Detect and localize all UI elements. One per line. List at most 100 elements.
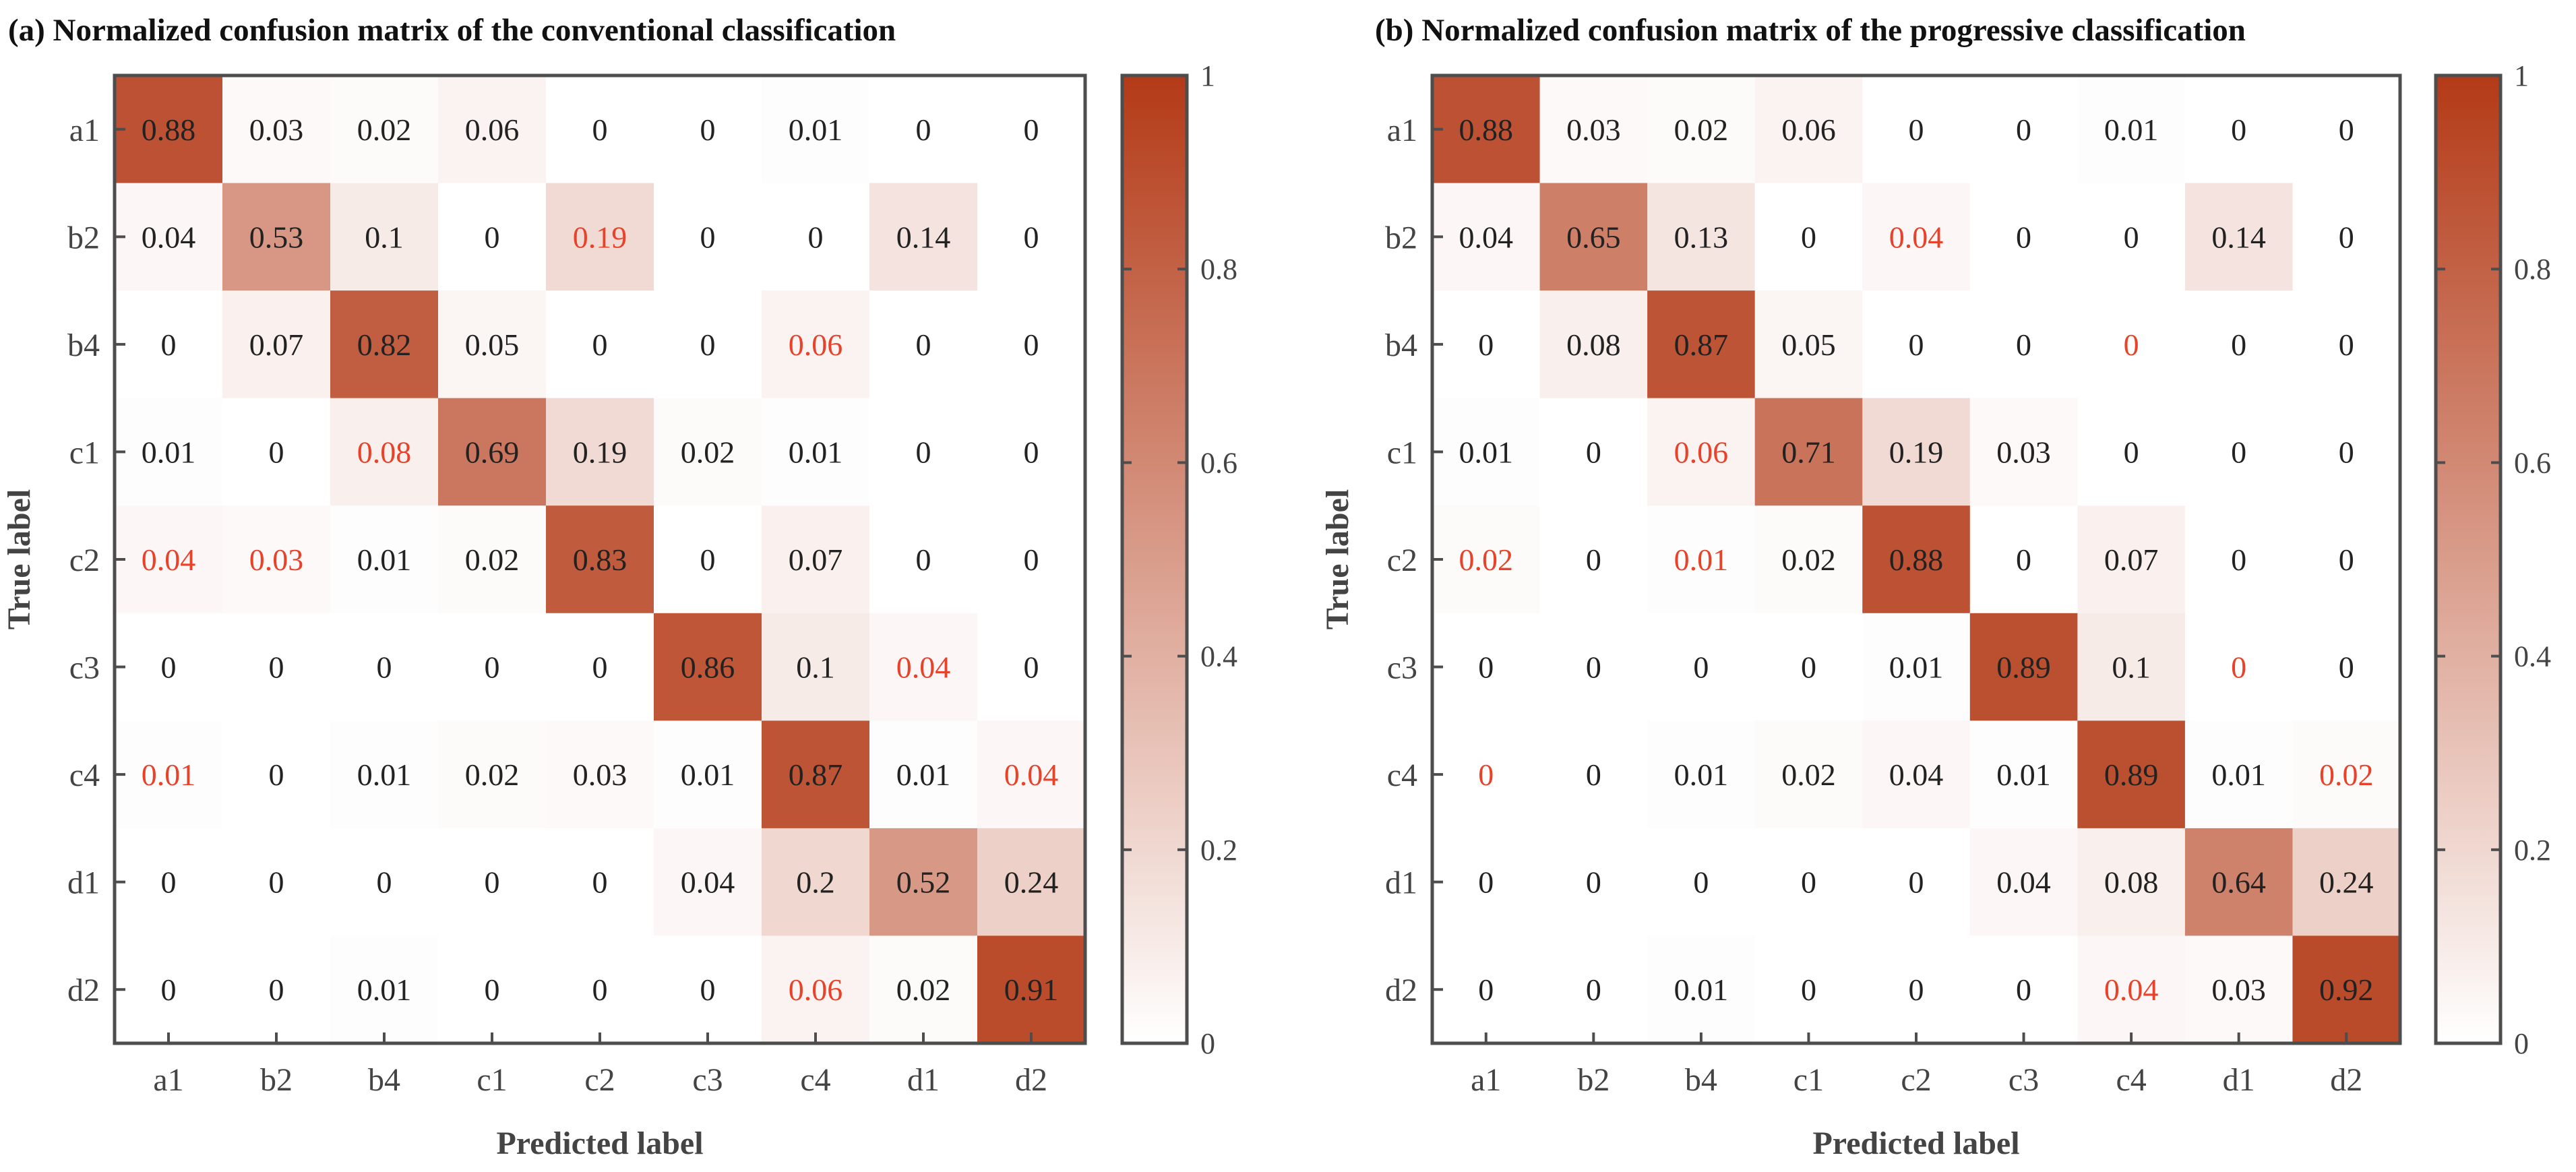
x-tick-label: c1 — [477, 1062, 507, 1098]
heatmap-cell — [1539, 935, 1648, 1044]
cell-value-label: 0 — [1693, 650, 1709, 685]
y-tick-label: c1 — [1387, 435, 1417, 470]
heatmap-cell — [1539, 75, 1648, 184]
cell-value-label: 0.53 — [249, 220, 304, 254]
heatmap-cell — [330, 720, 439, 829]
heatmap-cell — [654, 613, 762, 721]
heatmap-cell — [869, 75, 978, 184]
cell-value-label: 0 — [916, 328, 931, 362]
heatmap-cell — [869, 505, 978, 614]
colorbar: 0 0.2 0.4 0.6 0.8 1 — [2434, 59, 2551, 1060]
cell-value-label: 0.14 — [896, 220, 951, 254]
cell-value-label: 0 — [592, 650, 608, 685]
heatmap-cell — [1647, 613, 1756, 721]
cell-value-label: 0 — [2231, 650, 2246, 685]
cell-value-label: 0.01 — [1674, 758, 1729, 792]
cell-value-label: 0 — [1693, 865, 1709, 900]
cell-value-label: 0.04 — [1996, 865, 2051, 900]
cell-value-label: 0.02 — [1459, 543, 1514, 577]
colorbar-tick-label: 0 — [1200, 1027, 1215, 1060]
cell-value-label: 0 — [2231, 328, 2246, 362]
cell-value-label: 0 — [2016, 543, 2031, 577]
cell-value-label: 0.24 — [2319, 865, 2374, 900]
heatmap-cell — [1754, 505, 1863, 614]
cell-value-label: 0.91 — [1004, 973, 1059, 1007]
cell-value-label: 0 — [1478, 758, 1494, 792]
cell-value-label: 0.01 — [789, 435, 843, 469]
cell-value-label: 0 — [2231, 113, 2246, 147]
heatmap-cell — [2184, 613, 2293, 721]
x-tick-labels: a1 b2 b4 c1 c2 c3 c4 d1 d2 — [1471, 1032, 2362, 1098]
cell-value-label: 0.83 — [573, 543, 627, 577]
heatmap-cell — [977, 720, 1086, 829]
cell-value-label: 0 — [1024, 543, 1039, 577]
heatmap-cell — [2077, 720, 2186, 829]
cell-value-label: 0.19 — [1889, 435, 1944, 469]
colorbar-tick-label: 1 — [1200, 59, 1215, 92]
heatmap-cell — [1969, 720, 2078, 829]
cell-value-label: 0 — [1024, 650, 1039, 685]
cell-value-label: 0 — [2016, 328, 2031, 362]
cell-value-label: 0.04 — [681, 865, 735, 900]
cell-value-label: 0.08 — [357, 435, 412, 469]
x-tick-label: a1 — [153, 1062, 183, 1098]
heatmap-cell — [1432, 290, 1541, 399]
cell-value-label: 0 — [1024, 113, 1039, 147]
heatmap-cell — [762, 75, 870, 184]
cell-value-label: 0 — [2231, 543, 2246, 577]
cell-value-label: 0 — [161, 328, 177, 362]
cell-value-label: 0 — [2124, 435, 2139, 469]
cell-value-label: 0 — [700, 328, 716, 362]
cell-value-label: 0.04 — [896, 650, 951, 685]
heatmap-cell — [330, 398, 439, 506]
cell-value-label: 0.07 — [2104, 543, 2159, 577]
heatmap-cell — [438, 720, 547, 829]
cell-value-label: 0.05 — [465, 328, 520, 362]
heatmap-cells: 0.88 0.03 0.02 0.06 0 0 0.01 0 0 0.04 0.65 0.13 0 0.0… — [1432, 75, 2401, 1044]
heatmap-cell — [115, 613, 223, 721]
cell-value-label: 0 — [1478, 865, 1494, 900]
cell-value-label: 0 — [2016, 973, 2031, 1007]
heatmap-cell — [2077, 935, 2186, 1044]
heatmap-cell — [1862, 398, 1971, 506]
cell-value-label: 0.87 — [1674, 328, 1729, 362]
x-tick-label: c4 — [800, 1062, 830, 1098]
cell-value-label: 0.01 — [896, 758, 951, 792]
cell-value-label: 0.01 — [357, 973, 412, 1007]
heatmap-cell — [762, 398, 870, 506]
y-axis-label: True label — [1, 489, 37, 629]
heatmap-cell — [438, 183, 547, 291]
heatmap-cell — [115, 75, 223, 184]
heatmap-cell — [2184, 290, 2293, 399]
cell-value-label: 0.06 — [1674, 435, 1729, 469]
heatmap-cell — [869, 290, 978, 399]
x-tick-label: c4 — [2116, 1062, 2146, 1098]
cell-value-label: 0.06 — [465, 113, 520, 147]
heatmap-cell — [2184, 75, 2293, 184]
heatmap-cell — [1539, 828, 1648, 936]
cell-value-label: 0 — [485, 973, 500, 1007]
x-tick-label: b2 — [1577, 1062, 1609, 1098]
heatmap-cell — [222, 935, 331, 1044]
heatmap-cell — [1969, 183, 2078, 291]
colorbar-tick-label: 0.4 — [2514, 640, 2551, 673]
heatmap-cell — [438, 613, 547, 721]
cell-value-label: 0 — [1024, 328, 1039, 362]
heatmap-cell — [2077, 613, 2186, 721]
colorbar-gradient — [1120, 73, 1189, 1045]
heatmap-cell — [2077, 75, 2186, 184]
heatmap-cell — [1862, 505, 1971, 614]
cell-value-label: 0.03 — [573, 758, 627, 792]
heatmap-cell — [977, 75, 1086, 184]
x-tick-labels: a1 b2 b4 c1 c2 c3 c4 d1 d2 — [153, 1032, 1047, 1098]
heatmap-cell — [438, 398, 547, 506]
cell-value-label: 0 — [916, 543, 931, 577]
cell-value-label: 0.03 — [1566, 113, 1621, 147]
cell-value-label: 0.01 — [681, 758, 735, 792]
chart-title: (b) Normalized confusion matrix of the p… — [1375, 13, 2246, 48]
cell-value-label: 0.02 — [1781, 758, 1836, 792]
cell-value-label: 0 — [592, 328, 608, 362]
cell-value-label: 0.87 — [789, 758, 843, 792]
heatmap-cell — [1539, 290, 1648, 399]
heatmap-cell — [222, 75, 331, 184]
